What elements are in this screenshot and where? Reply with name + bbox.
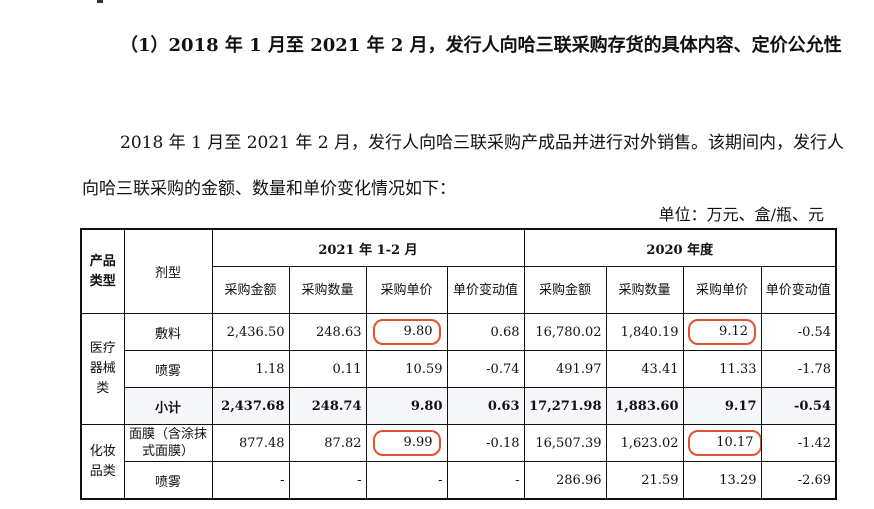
- value-cell: 16,507.39: [523, 424, 607, 462]
- value-cell: 1.18: [211, 350, 290, 388]
- form-cell: 面膜（含涂抹式面膜）: [123, 424, 213, 462]
- body-paragraph: 2018 年 1 月至 2021 年 2 月，发行人向哈三联采购产成品并进行对外…: [82, 133, 844, 199]
- value-cell: -: [288, 461, 367, 500]
- header-period-2021: 2021 年 1-2 月: [211, 228, 525, 267]
- value-cell: 17,271.98: [523, 387, 607, 425]
- form-cell: 敷料: [123, 313, 213, 351]
- value-cell: 877.48: [211, 424, 290, 462]
- highlight-circle: 9.12: [688, 319, 756, 345]
- header-unit-price: 采购单价: [682, 266, 762, 314]
- form-cell: 喷雾: [123, 461, 213, 500]
- table-row: 喷雾 1.18 0.11 10.59 -0.74 491.97 43.41 11…: [81, 350, 837, 388]
- subtotal-label: 小计: [123, 387, 213, 425]
- value-cell: 1,623.02: [605, 424, 684, 462]
- value-cell: -0.18: [446, 424, 525, 462]
- value-cell: 248.63: [288, 313, 367, 351]
- value-cell: -0.74: [446, 350, 525, 388]
- value-cell: -0.54: [760, 313, 837, 351]
- value-cell: -1.78: [760, 350, 837, 388]
- subtotal-row: 小计 2,437.68 248.74 9.80 0.63 17,271.98 1…: [81, 387, 837, 425]
- value-cell: 0.11: [288, 350, 367, 388]
- value-cell: 9.80: [365, 387, 448, 425]
- header-quantity: 采购数量: [605, 266, 684, 314]
- value-cell: 1,883.60: [605, 387, 684, 425]
- value-cell: -1.42: [760, 424, 837, 462]
- highlight-circle: 9.99: [372, 430, 441, 456]
- table-row: 医疗器械类 敷料 2,436.50 248.63 9.80 0.68 16,78…: [80, 313, 837, 425]
- table-row: 喷雾 - - - - 286.96 21.59 13.29 -2.69: [81, 461, 837, 500]
- value-cell: 16,780.02: [523, 313, 607, 351]
- header-price-change: 单价变动值: [760, 266, 837, 314]
- value-cell: 2,436.50: [211, 313, 290, 351]
- header-unit-price: 采购单价: [365, 266, 448, 314]
- value-cell: 286.96: [523, 461, 607, 500]
- section-heading: （1）2018 年 1 月至 2021 年 2 月，发行人向哈三联采购存货的具体…: [120, 35, 842, 56]
- value-cell: 0.68: [446, 313, 525, 351]
- value-cell: 87.82: [288, 424, 367, 462]
- value-cell: -0.54: [760, 387, 837, 425]
- category-cosmetics: 化妆品类: [80, 424, 125, 500]
- header-period-2020: 2020 年度: [523, 228, 837, 267]
- value-cell: 1,840.19: [605, 313, 684, 351]
- value-cell: -: [211, 461, 290, 500]
- value-cell: -: [446, 461, 525, 500]
- header-quantity: 采购数量: [288, 266, 367, 314]
- highlight-circle: 9.80: [372, 319, 441, 345]
- category-medical-device: 医疗器械类: [80, 313, 125, 425]
- header-form: 剂型: [123, 228, 213, 314]
- header-price-change: 单价变动值: [446, 266, 525, 314]
- cropped-text-fragment: [97, 0, 103, 3]
- value-cell: 248.74: [288, 387, 367, 425]
- value-cell: 21.59: [605, 461, 684, 500]
- value-cell: 13.29: [682, 461, 762, 500]
- value-cell: 0.63: [446, 387, 525, 425]
- value-cell: 11.33: [682, 350, 762, 388]
- value-cell: 9.17: [682, 387, 762, 425]
- value-cell: -: [365, 461, 448, 500]
- unit-note: 单位：万元、盒/瓶、元: [658, 205, 824, 224]
- purchase-table: 产品类型 剂型 2021 年 1-2 月 2020 年度 采购金额 采购数量 采…: [80, 228, 838, 500]
- value-cell: 491.97: [523, 350, 607, 388]
- value-cell: 43.41: [605, 350, 684, 388]
- highlight-circle: 10.17: [687, 430, 760, 456]
- value-cell: -2.69: [760, 461, 837, 500]
- value-cell: 2,437.68: [211, 387, 290, 425]
- header-amount: 采购金额: [211, 266, 290, 314]
- table-row: 化妆品类 面膜（含涂抹式面膜） 877.48 87.82 9.99 -0.18 …: [80, 424, 837, 500]
- form-cell: 喷雾: [123, 350, 213, 388]
- header-amount: 采购金额: [523, 266, 607, 314]
- value-cell: 10.59: [365, 350, 448, 388]
- header-category: 产品类型: [80, 228, 125, 314]
